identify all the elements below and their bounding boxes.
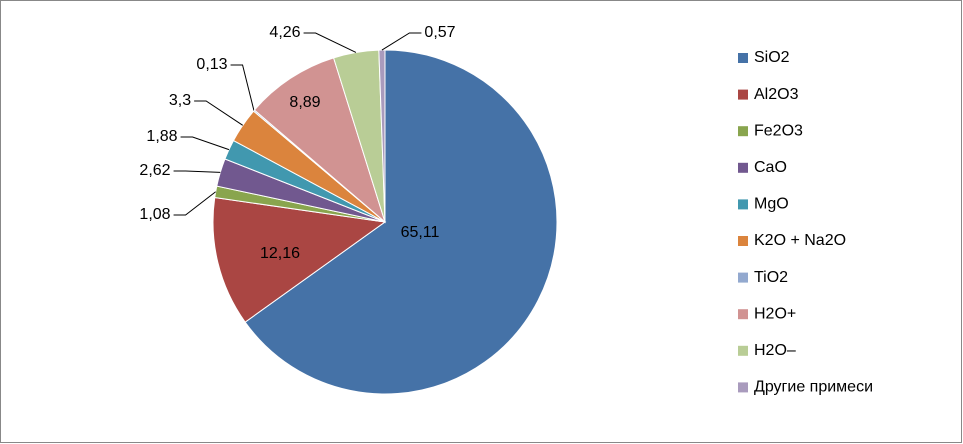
legend-label: Al2O3 bbox=[754, 86, 799, 103]
legend-label: Fe2O3 bbox=[754, 122, 803, 139]
data-label: 1,08 bbox=[139, 206, 170, 223]
data-label: 1,88 bbox=[146, 128, 177, 145]
leader-line bbox=[173, 191, 216, 216]
pie-slice bbox=[378, 49, 386, 223]
legend-swatch bbox=[738, 199, 748, 210]
legend-swatch bbox=[738, 89, 748, 100]
legend-swatch bbox=[738, 126, 748, 137]
data-label: 12,16 bbox=[260, 245, 300, 262]
legend-swatch bbox=[738, 53, 748, 63]
legend-swatch bbox=[738, 272, 748, 283]
legend-swatch bbox=[738, 382, 748, 393]
legend-swatch bbox=[738, 309, 748, 320]
legend-label: K2O + Na2O bbox=[754, 232, 846, 249]
leader-line bbox=[173, 170, 221, 173]
legend-swatch bbox=[738, 162, 748, 173]
pie-slice bbox=[244, 49, 558, 395]
legend-label: H2O+ bbox=[754, 305, 796, 322]
legend-label: TiO2 bbox=[754, 269, 788, 286]
leader-line bbox=[381, 32, 422, 51]
data-label: 2,62 bbox=[139, 162, 170, 179]
leader-line bbox=[230, 64, 255, 111]
pie-slice bbox=[212, 196, 387, 323]
data-label: 65,11 bbox=[401, 224, 440, 241]
data-label: 4,26 bbox=[269, 24, 300, 41]
data-label: 3,3 bbox=[169, 92, 191, 109]
legend-label: MgO bbox=[754, 196, 789, 213]
data-label: 0,13 bbox=[196, 56, 227, 73]
legend-label: Другие примеси bbox=[754, 379, 873, 396]
legend-label: CaO bbox=[754, 159, 787, 176]
legend-label: SiO2 bbox=[754, 49, 790, 66]
leader-line bbox=[180, 136, 230, 151]
legend-swatch bbox=[738, 345, 748, 356]
legend-swatch bbox=[738, 236, 748, 246]
pie-slice bbox=[253, 57, 386, 224]
leader-line bbox=[303, 32, 357, 53]
data-label: 0,57 bbox=[424, 24, 455, 41]
data-label: 8,89 bbox=[289, 94, 320, 111]
legend-label: H2O– bbox=[754, 342, 796, 359]
leader-line bbox=[194, 100, 244, 126]
